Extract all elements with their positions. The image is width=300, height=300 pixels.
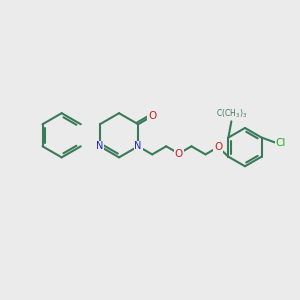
Text: Cl: Cl [275,138,286,148]
Text: N: N [134,141,142,151]
Text: N: N [96,141,103,151]
Text: C(CH$_3$)$_3$: C(CH$_3$)$_3$ [216,107,247,120]
Text: O: O [148,111,156,121]
Text: O: O [214,142,222,152]
Text: O: O [175,148,183,159]
